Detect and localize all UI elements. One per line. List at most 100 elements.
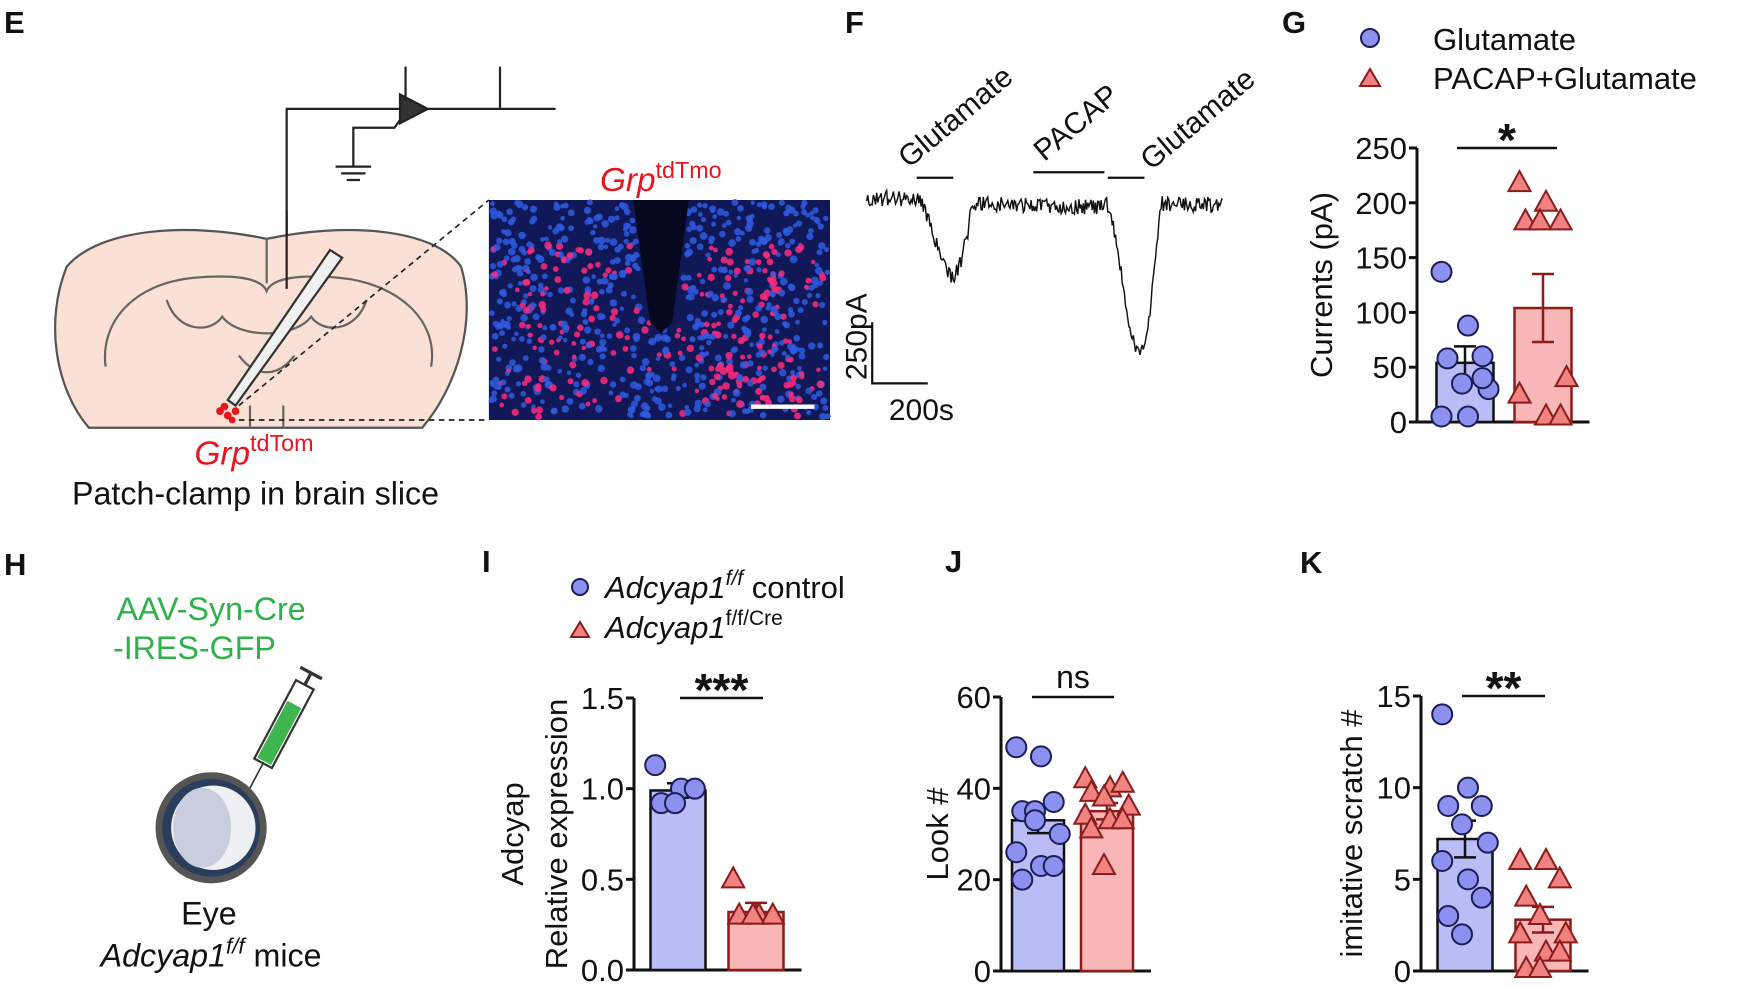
tdtomato-cell: [756, 343, 763, 350]
series-2: [1072, 765, 1142, 973]
tdtomato-cell: [538, 300, 546, 309]
tdtomato-cell: [759, 293, 767, 301]
dapi-cell: [735, 310, 742, 316]
dapi-cell: [515, 381, 522, 387]
tdtomato-cell: [602, 272, 608, 278]
y-tick-label: 250: [1355, 131, 1407, 166]
tdtomato-cell: [600, 376, 608, 385]
dapi-cell: [723, 210, 730, 217]
y-axis-label-line1: Adcyap: [495, 782, 530, 885]
dapi-cell: [808, 342, 816, 350]
tdtomato-cell: [703, 321, 710, 328]
dapi-cell: [811, 393, 818, 401]
dapi-cell: [797, 307, 804, 314]
dapi-cell: [774, 312, 782, 321]
dapi-cell: [553, 201, 559, 207]
dapi-cell: [530, 215, 538, 223]
significance-label: **: [1486, 662, 1522, 714]
tdtomato-cell: [716, 321, 721, 327]
dapi-cell: [614, 246, 621, 253]
dapi-cell: [671, 373, 677, 379]
dapi-cell: [691, 224, 697, 231]
dapi-cell: [652, 374, 661, 383]
tdtomato-cell: [770, 279, 778, 287]
dapi-cell: [758, 348, 766, 356]
data-point: [1451, 372, 1473, 395]
dapi-cell: [742, 327, 749, 334]
dapi-cell: [702, 203, 708, 209]
dapi-cell: [801, 209, 808, 216]
dapi-cell: [756, 267, 762, 273]
dapi-cell: [562, 325, 570, 333]
virus-label-line2: -IRES-GFP: [113, 630, 276, 666]
dapi-cell: [648, 371, 655, 378]
panel-label-e: E: [4, 5, 25, 40]
tdtomato-cell: [656, 352, 662, 358]
dapi-cell: [750, 200, 755, 205]
dapi-cell: [629, 345, 637, 352]
dapi-cell: [790, 370, 796, 376]
dapi-cell: [597, 243, 605, 251]
dapi-cell: [759, 237, 766, 244]
tdtomato-cell: [610, 349, 617, 356]
tdtomato-cell: [523, 279, 531, 286]
tdtomato-cell: [626, 366, 635, 374]
dapi-cell: [507, 283, 513, 289]
tdtomato-cell: [787, 339, 792, 344]
y-axis-label-line2: Relative expression: [539, 699, 574, 970]
dapi-cell: [588, 299, 595, 305]
data-point: [1547, 402, 1574, 426]
dapi-cell: [730, 397, 736, 403]
dapi-cell: [556, 239, 563, 245]
y-tick-label: 50: [1373, 350, 1407, 385]
data-point: [1527, 207, 1553, 231]
dapi-cell: [538, 346, 545, 353]
dapi-cell: [768, 290, 775, 297]
tdtomato-cell: [709, 378, 716, 386]
grp-neurons: [216, 402, 240, 424]
data-point: [1547, 938, 1573, 962]
y-tick-label: 5: [1394, 862, 1411, 897]
dapi-cell: [684, 251, 691, 258]
dapi-cell: [760, 315, 769, 324]
tdtomato-cell: [544, 241, 552, 250]
dapi-cell: [823, 353, 830, 361]
dapi-cell: [815, 266, 823, 275]
data-point: [1048, 823, 1071, 845]
tdtomato-cell: [790, 374, 798, 382]
dapi-cell: [749, 342, 754, 348]
dapi-cell: [697, 202, 703, 208]
dapi-cell: [737, 205, 744, 212]
tdtomato-cell: [755, 259, 762, 265]
dapi-cell: [820, 397, 828, 405]
dapi-cell: [540, 237, 545, 242]
tdtomato-cell: [519, 302, 526, 309]
data-point: [1507, 846, 1533, 870]
dapi-cell: [698, 345, 705, 351]
dapi-cell: [814, 262, 820, 268]
dapi-cell: [686, 226, 692, 233]
tdtomato-cell: [784, 249, 792, 257]
tdtomato-cell: [696, 272, 702, 278]
dapi-cell: [685, 294, 691, 300]
dapi-cell: [710, 208, 716, 214]
dapi-cell: [521, 204, 529, 211]
dapi-cell: [819, 301, 826, 309]
data-point: [1513, 883, 1539, 907]
dapi-cell: [515, 200, 524, 209]
tdtomato-cell: [726, 308, 733, 316]
tdtomato-cell: [646, 366, 652, 372]
dapi-cell: [727, 321, 735, 329]
tdtomato-cell: [780, 313, 787, 320]
dapi-cell: [598, 236, 606, 245]
dapi-cell: [548, 249, 556, 256]
dapi-cell: [801, 298, 808, 306]
dapi-cell: [518, 245, 526, 253]
scale-x-label: 200s: [889, 394, 954, 427]
tdtomato-cell: [581, 267, 588, 274]
dapi-cell: [759, 412, 767, 419]
dapi-cell: [733, 228, 742, 236]
dapi-cell: [504, 229, 512, 237]
dapi-cell: [491, 390, 498, 396]
